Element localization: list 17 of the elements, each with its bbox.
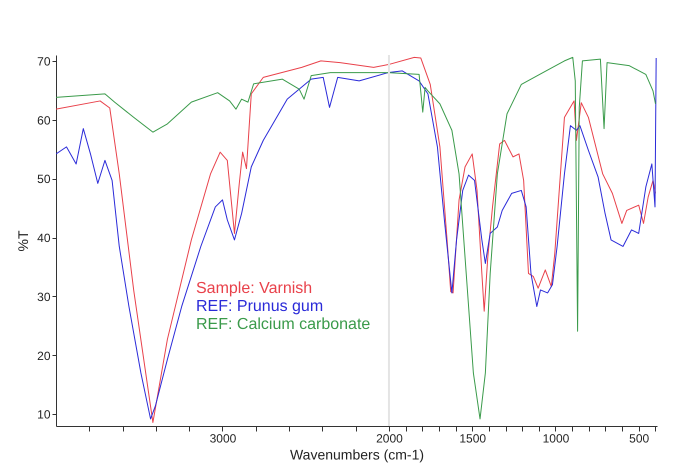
- x-tick-label: 500: [629, 432, 650, 446]
- x-axis-title: Wavenumbers (cm-1): [290, 446, 424, 462]
- y-tick-label: 60: [37, 113, 51, 128]
- x-tick-label: 3000: [210, 432, 237, 446]
- series-label: REF: Prunus gum: [196, 298, 324, 315]
- x-tick-label: 1000: [542, 432, 570, 446]
- y-tick-label: 10: [37, 408, 51, 422]
- y-tick-label: 30: [37, 290, 51, 304]
- series-label: Sample: Varnish: [196, 280, 312, 297]
- y-axis-title: %T: [15, 230, 32, 252]
- x-tick-label: 2000: [376, 432, 404, 446]
- text: REF: Calcium carbonate: [196, 316, 370, 333]
- y-tick-label: 70: [37, 54, 51, 68]
- y-tick-label: 50: [37, 172, 51, 186]
- y-tick-label: 40: [37, 231, 51, 246]
- x-tick-label: 1500: [459, 432, 486, 446]
- y-tick-label: 20: [37, 348, 51, 363]
